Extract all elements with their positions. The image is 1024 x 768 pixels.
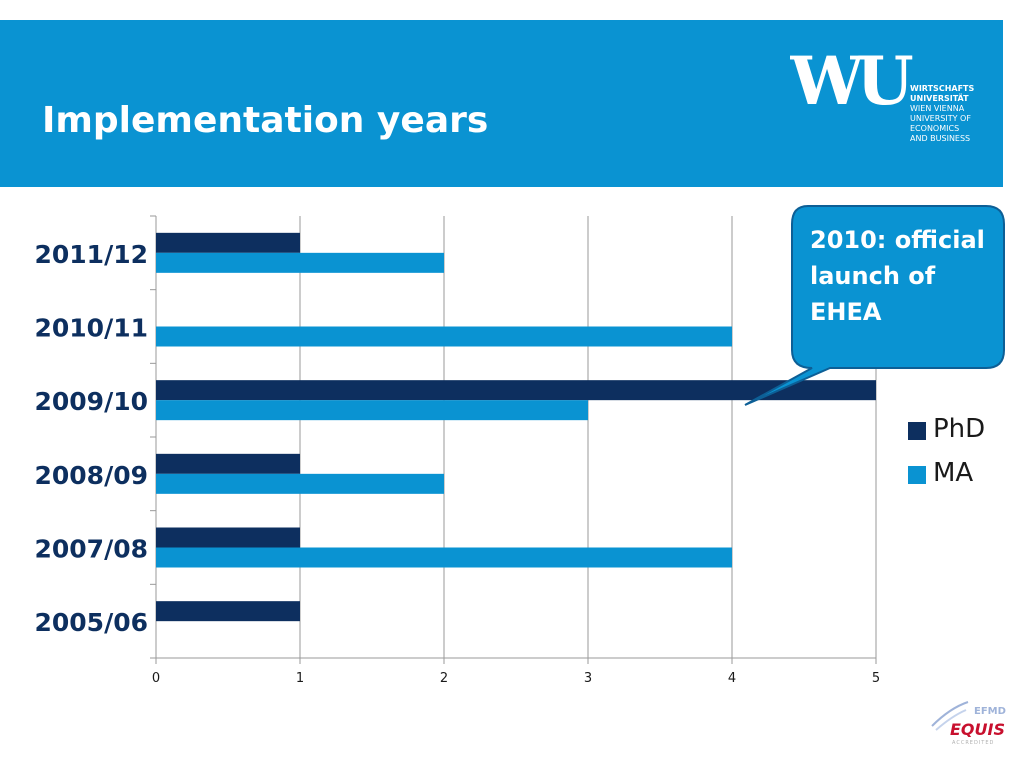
x-tick-label: 3 (584, 671, 592, 686)
equis-main-text: EQUIS (950, 720, 1005, 739)
equis-sub-text: ACCREDITED (952, 740, 995, 746)
legend-swatch-ma (908, 466, 926, 484)
y-tick-label: 2011/12 (34, 240, 148, 269)
bar-phd (156, 527, 300, 548)
y-tick-label: 2010/11 (34, 314, 148, 343)
header-band (0, 20, 1003, 187)
y-tick-label: 2008/09 (34, 461, 148, 490)
bar-ma (156, 326, 732, 347)
y-tick-label: 2009/10 (34, 387, 148, 416)
wu-logo-line: WIEN VIENNA (910, 104, 965, 113)
x-tick-label: 1 (296, 671, 304, 686)
bar-phd (156, 453, 300, 474)
bar-phd (156, 380, 876, 401)
bar-ma (156, 252, 444, 273)
x-tick-label: 4 (728, 671, 736, 686)
wu-logo-line: UNIVERSITY OF (910, 114, 971, 123)
callout-bubble (744, 205, 1005, 406)
page-title: Implementation years (42, 100, 489, 141)
legend-label-phd: PhD (933, 414, 986, 444)
bar-phd (156, 601, 300, 622)
wu-logo-line: ECONOMICS (910, 124, 960, 133)
equis-swoosh-icon (931, 701, 969, 731)
bar-phd (156, 232, 300, 253)
legend-swatch-phd (908, 422, 926, 440)
wu-logo-text: WIRTSCHAFTS UNIVERSITÄT WIEN VIENNA UNIV… (910, 84, 974, 144)
equis-accreditation-logo: EFMD EQUIS ACCREDITED (930, 698, 1008, 750)
equis-efmd-text: EFMD (974, 706, 1006, 717)
bar-ma (156, 400, 588, 421)
legend-label-ma: MA (933, 458, 974, 488)
callout-text: 2010: official launch of EHEA (810, 226, 985, 326)
x-tick-label: 2 (440, 671, 448, 686)
x-tick-label: 0 (152, 671, 160, 686)
bar-ma (156, 547, 732, 568)
y-tick-label: 2005/06 (34, 608, 148, 637)
wu-logo-line: UNIVERSITÄT (910, 94, 969, 103)
x-tick-label: 5 (872, 671, 880, 686)
y-tick-label: 2007/08 (34, 535, 148, 564)
wu-logo-letters: WU (790, 48, 913, 110)
wu-logo-mark: WU (790, 48, 920, 110)
wu-logo-line: AND BUSINESS (910, 134, 971, 143)
wu-logo-line: WIRTSCHAFTS (910, 84, 975, 93)
bar-ma (156, 473, 444, 494)
